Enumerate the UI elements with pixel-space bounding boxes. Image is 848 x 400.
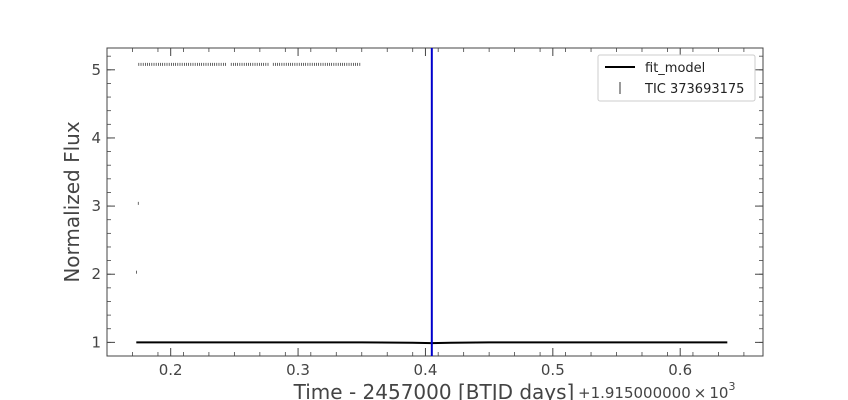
plot-content bbox=[135, 48, 728, 356]
x-tick-label: 0.4 bbox=[414, 361, 438, 379]
y-tick-label: 2 bbox=[91, 265, 101, 283]
x-offset-prefix: +1.915000000 bbox=[578, 384, 691, 400]
x-axis-ticks: 0.2 0.3 0.4 0.5 0.6 bbox=[106, 48, 745, 379]
y-tick-label: 4 bbox=[91, 129, 101, 147]
plot-frame bbox=[106, 47, 764, 357]
x-tick-label: 0.5 bbox=[541, 361, 565, 379]
x-axis-label: Time - 2457000 [BTJD days] bbox=[293, 380, 575, 400]
y-tick-label: 1 bbox=[91, 333, 101, 351]
x-tick-label: 0.6 bbox=[668, 361, 692, 379]
legend-label-tic: TIC 373693175 bbox=[644, 82, 744, 97]
x-axis-offset: +1.915000000 × 103 bbox=[578, 380, 735, 400]
legend-box bbox=[597, 54, 756, 102]
y-axis-label: Normalized Flux bbox=[60, 121, 84, 283]
x-offset-times: × bbox=[694, 384, 707, 400]
y-tick-label: 5 bbox=[91, 61, 101, 79]
x-offset-base: 10 bbox=[709, 384, 728, 400]
y-tick-label: 3 bbox=[91, 197, 101, 215]
x-offset-exp: 3 bbox=[728, 380, 735, 393]
legend-label-fit-model: fit_model bbox=[645, 61, 705, 76]
legend: fit_model TIC 373693175 bbox=[597, 54, 756, 102]
x-tick-label: 0.2 bbox=[159, 361, 183, 379]
y-axis-ticks: 1 2 3 4 5 bbox=[91, 55, 763, 357]
x-tick-label: 0.3 bbox=[286, 361, 310, 379]
